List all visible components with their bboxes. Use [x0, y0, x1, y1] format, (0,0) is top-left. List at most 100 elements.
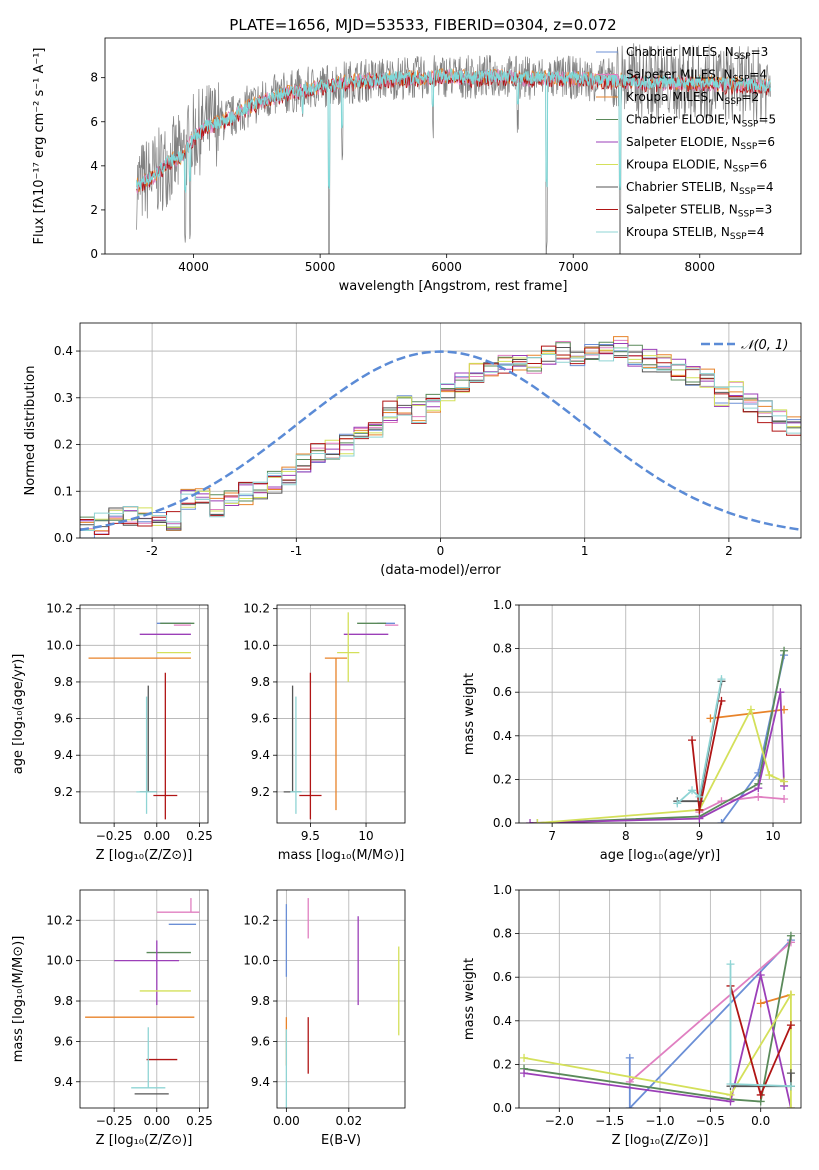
y-tick-label: 4 — [90, 159, 98, 173]
weight-marker — [726, 1080, 735, 1089]
axes-frame — [79, 889, 209, 1109]
axes-frame — [104, 37, 802, 255]
histogram-step — [80, 336, 801, 532]
y-tick-label: 9.6 — [251, 712, 270, 726]
y-tick-label: 9.4 — [251, 748, 270, 762]
legend-label: Kroupa STELIB, NSSP=4 — [626, 225, 764, 242]
weight-marker — [756, 971, 765, 980]
x-tick-label: −0.25 — [96, 1114, 133, 1128]
y-tick-label: 2 — [90, 203, 98, 217]
panel-mass-vs-age: 9.5 10 9.2 9.4 9.6 9.8 10.0 10.2 mass [log₁₀(M/M… — [243, 602, 406, 863]
x-tick-label: 0.25 — [186, 1114, 213, 1128]
error-bars — [285, 898, 400, 1108]
y-tick-label: 0.6 — [493, 970, 512, 984]
x-tick-label: -1 — [290, 544, 302, 558]
panel-z-vs-age: −0.25 0.00 0.25 9.2 9.4 9.6 9.8 10.0 10.2 Z [log₁… — [11, 602, 213, 863]
y-tick-label: 10.0 — [46, 638, 73, 652]
weight-marker — [688, 786, 697, 795]
axes-frame — [276, 889, 406, 1109]
x-tick-label: 0.02 — [335, 1114, 362, 1128]
histogram-step — [80, 347, 801, 532]
axes-frame — [518, 889, 802, 1109]
y-tick-label: 10.2 — [46, 602, 73, 616]
x-axis-label: Z [log₁₀(Z/Z⊙)] — [96, 848, 193, 863]
data-spectrum — [136, 43, 771, 254]
x-tick-label: 4000 — [178, 260, 209, 274]
x-tick-label: −1.5 — [595, 1114, 624, 1128]
legend-label: Chabrier STELIB, NSSP=4 — [626, 180, 774, 197]
weight-marker — [717, 675, 726, 684]
histogram-step — [80, 341, 801, 528]
y-tick-label: 0.4 — [54, 344, 73, 358]
x-tick-label: 2 — [725, 544, 733, 558]
panel-spectrum: 4000 5000 6000 7000 8000 0 2 4 6 8 PLATE=1656, MJD… — [32, 16, 802, 294]
weight-marker — [786, 1021, 795, 1030]
weight-marker — [520, 1069, 529, 1078]
weight-marker — [717, 819, 726, 823]
weight-marker — [765, 771, 774, 780]
weight-marker — [673, 799, 682, 808]
x-axis-label: age [log₁₀(age/yr)] — [600, 848, 721, 863]
y-axis-label: Flux [fλ10⁻¹⁷ erg cm⁻² s⁻¹ A⁻¹] — [32, 48, 47, 245]
weight-marker — [754, 792, 763, 801]
weight-marker — [776, 688, 785, 697]
x-axis-label: E(B-V) — [321, 1133, 361, 1148]
y-tick-label: 9.8 — [251, 675, 270, 689]
panel-residuals: -2 -1 0 1 2 0.0 0.1 0.2 0.3 0.4 (data-model)/error… — [23, 322, 802, 578]
x-tick-label: 9 — [696, 829, 704, 843]
x-axis-label: (data-model)/error — [380, 563, 501, 578]
weight-marker — [625, 1053, 634, 1062]
weight-marker — [754, 784, 763, 793]
series — [520, 931, 795, 1108]
y-tick-label: 10.2 — [46, 913, 73, 927]
x-tick-label: −2.0 — [545, 1114, 574, 1128]
x-tick-label: 6000 — [431, 260, 462, 274]
legend-label: Kroupa ELODIE, NSSP=6 — [626, 158, 767, 175]
axes-frame — [276, 604, 406, 824]
x-tick-label: -2 — [146, 544, 158, 558]
series — [526, 646, 789, 823]
weight-line — [629, 941, 792, 1083]
y-tick-label: 0.4 — [493, 1014, 512, 1028]
y-tick-label: 0.0 — [54, 531, 73, 545]
y-tick-label: 0.6 — [493, 685, 512, 699]
y-tick-label: 0.2 — [54, 438, 73, 452]
y-tick-label: 0.8 — [493, 927, 512, 941]
weight-line — [628, 939, 792, 1108]
axes-frame — [79, 322, 802, 539]
weight-marker — [780, 646, 789, 655]
y-tick-label: 10.0 — [243, 638, 270, 652]
panel-ebv-vs-mass: 0.00 0.02 9.4 9.6 9.8 10.0 10.2 E(B-V) — [243, 889, 406, 1148]
y-tick-label: 0.1 — [54, 484, 73, 498]
weight-marker — [533, 819, 542, 823]
legend-label: Chabrier ELODIE, NSSP=5 — [626, 113, 776, 130]
weight-marker — [786, 990, 795, 999]
weight-marker — [746, 705, 755, 714]
weight-marker — [695, 814, 704, 823]
x-axis-label: mass [log₁₀(M/M⊙)] — [278, 848, 405, 863]
y-tick-label: 8 — [90, 71, 98, 85]
weight-marker — [706, 714, 715, 723]
y-tick-label: 0.3 — [54, 391, 73, 405]
observed-flux-line — [136, 43, 771, 254]
x-tick-label: −0.25 — [96, 829, 133, 843]
x-tick-label: −0.5 — [696, 1114, 725, 1128]
y-tick-label: 9.2 — [54, 785, 73, 799]
weight-marker — [688, 736, 697, 745]
y-tick-label: 1.0 — [493, 883, 512, 897]
histograms — [80, 336, 801, 538]
y-tick-label: 10.2 — [243, 913, 270, 927]
y-tick-label: 0.2 — [493, 1057, 512, 1071]
error-bars — [88, 622, 195, 820]
y-tick-label: 9.4 — [54, 748, 73, 762]
weight-marker — [780, 795, 789, 804]
x-tick-label: 5000 — [305, 260, 336, 274]
weight-marker — [786, 931, 795, 940]
y-axis-label: age [log₁₀(age/yr)] — [11, 654, 26, 775]
x-tick-label: 0 — [437, 544, 445, 558]
x-tick-label: 1 — [581, 544, 589, 558]
x-tick-label: 0.25 — [186, 829, 213, 843]
weight-line — [523, 991, 792, 1108]
panel-weight-vs-z: −2.0 −1.5 −1.0 −0.5 0.0 0.0 0.2 0.4 0.6 0.8 1.0 Z [… — [462, 883, 802, 1148]
y-tick-label: 9.6 — [54, 1034, 73, 1048]
